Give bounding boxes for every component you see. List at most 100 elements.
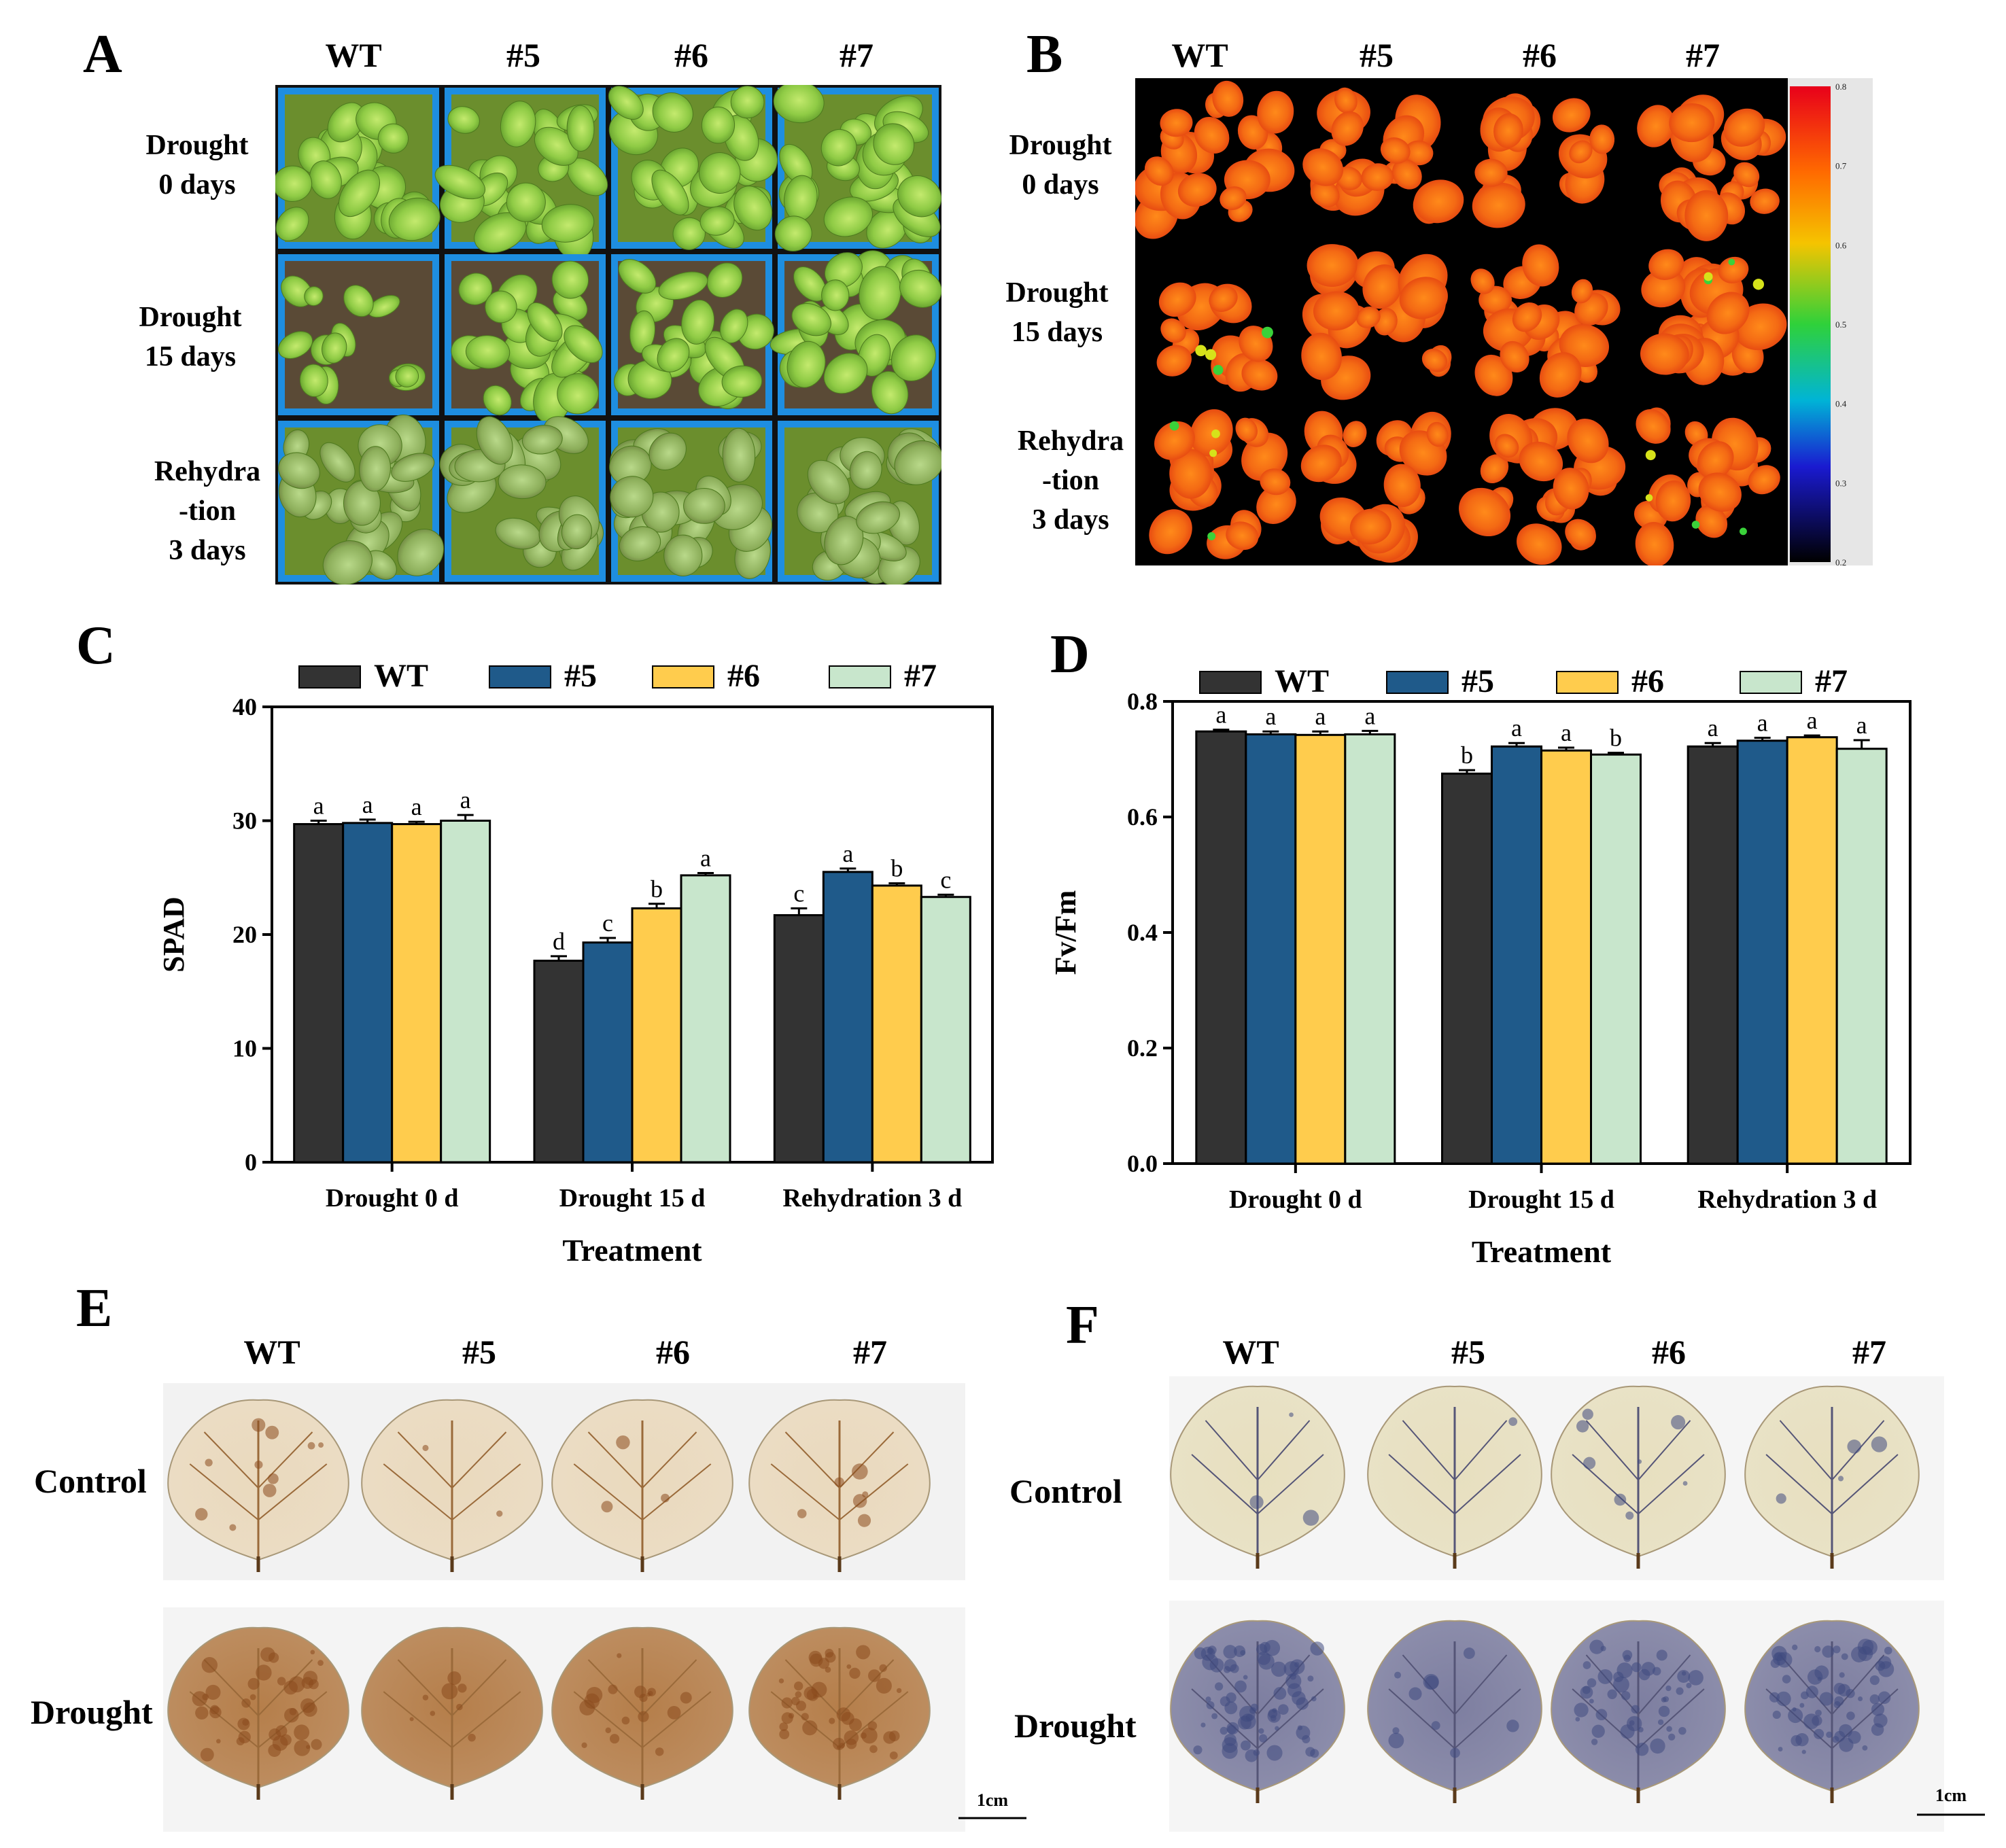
panel-label-a: A [83, 24, 122, 84]
panel-label-d: D [1050, 625, 1090, 684]
significance-letter: a [1708, 714, 1718, 742]
plant-tray-photo [275, 88, 440, 249]
significance-letter: c [602, 909, 613, 937]
significance-letter: a [1364, 702, 1375, 729]
bar [1590, 753, 1642, 1165]
significance-letter: b [890, 855, 903, 882]
y-tick-label: 40 [232, 693, 257, 720]
stained-leaf [1551, 1620, 1726, 1803]
fluorescence-cell [1301, 244, 1452, 400]
significance-letter: a [1807, 707, 1818, 734]
x-tick-label: Drought 0 d [1229, 1185, 1362, 1214]
genotype-label: #6 [656, 1333, 690, 1371]
fluorescence-cell [1472, 93, 1615, 228]
colorbar-tick-label: 0.7 [1835, 161, 1847, 171]
panel-b-chlorophyll-fluorescence-image: 0.8 0.7 0.6 0.5 0.4 0.3 0.2 [1135, 78, 1873, 565]
plant-tray-photo [773, 85, 941, 251]
panel-label-f: F [1066, 1295, 1099, 1355]
fluorescence-cell [1637, 94, 1786, 241]
legend-label: #7 [904, 658, 937, 694]
bar [582, 941, 634, 1164]
significance-letter: a [1215, 701, 1226, 729]
significance-letter: a [411, 793, 422, 820]
significance-letter: b [651, 875, 663, 903]
fluorescence-cell [1633, 407, 1780, 565]
x-tick-label: Rehydration 3 d [782, 1184, 962, 1213]
y-tick-label: 10 [232, 1035, 257, 1062]
significance-letter: b [1461, 742, 1473, 769]
fluorescence-cell [1300, 411, 1451, 563]
x-axis-label: Treatment [562, 1233, 702, 1268]
significance-letter: a [362, 791, 373, 818]
legend-label: WT [374, 658, 428, 694]
plant-tray-photo [445, 254, 606, 424]
plant-tray-photo [278, 254, 439, 415]
y-tick-label: 0 [245, 1149, 257, 1176]
bar [293, 823, 345, 1164]
legend-swatch [1199, 671, 1262, 694]
plant-tray-photo [609, 421, 773, 582]
y-tick-label: 20 [232, 921, 257, 948]
row-label: Drought 15 days [139, 302, 242, 372]
y-tick-label: 0.4 [1127, 919, 1158, 946]
panel-c-spad-chart: WT #5 #6 #7 0 10 20 30 40 SPAD a a a a Drought 0 d d c b a… [157, 658, 994, 1268]
colorbar-tick-label: 0.2 [1835, 557, 1846, 565]
genotype-label: #6 [1652, 1333, 1686, 1371]
bar [1441, 772, 1493, 1165]
colorbar-tick-label: 0.4 [1835, 399, 1847, 409]
significance-letter: a [1265, 703, 1276, 730]
bar [773, 914, 825, 1164]
row-label: Drought 0 days [1009, 130, 1112, 201]
significance-letter: a [1856, 712, 1867, 739]
legend-swatch [1740, 671, 1802, 694]
bar [871, 884, 922, 1164]
legend-label: #6 [1631, 663, 1664, 699]
significance-letter: a [842, 840, 853, 867]
bar [1736, 739, 1788, 1165]
significance-letter: a [700, 845, 711, 872]
panel-a-plant-photo-grid [275, 85, 941, 585]
panel-label-c: C [76, 616, 116, 676]
legend-swatch [652, 665, 714, 688]
significance-letter: a [313, 792, 324, 820]
genotype-label: #5 [1451, 1333, 1485, 1371]
bar [342, 822, 394, 1164]
fluorescence-cell [1156, 282, 1278, 392]
panel-d-fvfm-chart: WT #5 #6 #7 0.0 0.2 0.4 0.6 0.8 Fv/Fm a a a a Drought … [1049, 663, 1912, 1269]
bar [533, 960, 585, 1164]
genotype-label: #6 [674, 36, 708, 74]
scale-bar-label: 1cm [1935, 1785, 1967, 1805]
stained-leaf [748, 1626, 931, 1800]
y-tick-label: 30 [232, 807, 257, 835]
genotype-label: WT [243, 1333, 300, 1371]
significance-letter: a [1315, 703, 1326, 730]
row-label-drought: Drought [31, 1693, 153, 1731]
scale-bar-label: 1cm [977, 1790, 1009, 1810]
plant-tray-photo [608, 86, 778, 250]
legend-swatch [829, 665, 891, 688]
stained-leaf [167, 1626, 349, 1800]
bar [680, 874, 731, 1164]
bar [1687, 745, 1739, 1165]
x-tick-label: Drought 15 d [1468, 1185, 1614, 1214]
significance-letter: b [1610, 725, 1622, 752]
colorbar [1790, 86, 1831, 562]
significance-letter: a [1561, 719, 1572, 746]
genotype-label: #6 [1523, 36, 1557, 74]
stained-leaf [1367, 1385, 1542, 1569]
plant-tray-photo [434, 88, 608, 260]
x-tick-label: Rehydration 3 d [1697, 1185, 1877, 1214]
significance-letter: a [460, 786, 471, 814]
stained-leaf [1170, 1385, 1345, 1569]
row-label: Rehydra -tion 3 days [1017, 425, 1124, 536]
genotype-label: #7 [1852, 1333, 1886, 1371]
colorbar-tick-label: 0.5 [1835, 319, 1846, 330]
plant-tray-photo [278, 414, 445, 585]
bar [1491, 745, 1542, 1165]
genotype-label: #7 [840, 36, 874, 74]
legend: WT #5 #6 #7 [298, 658, 937, 694]
bar [440, 820, 491, 1164]
legend-swatch [298, 665, 361, 688]
legend-swatch [1386, 671, 1449, 694]
legend-label: #5 [564, 658, 597, 694]
